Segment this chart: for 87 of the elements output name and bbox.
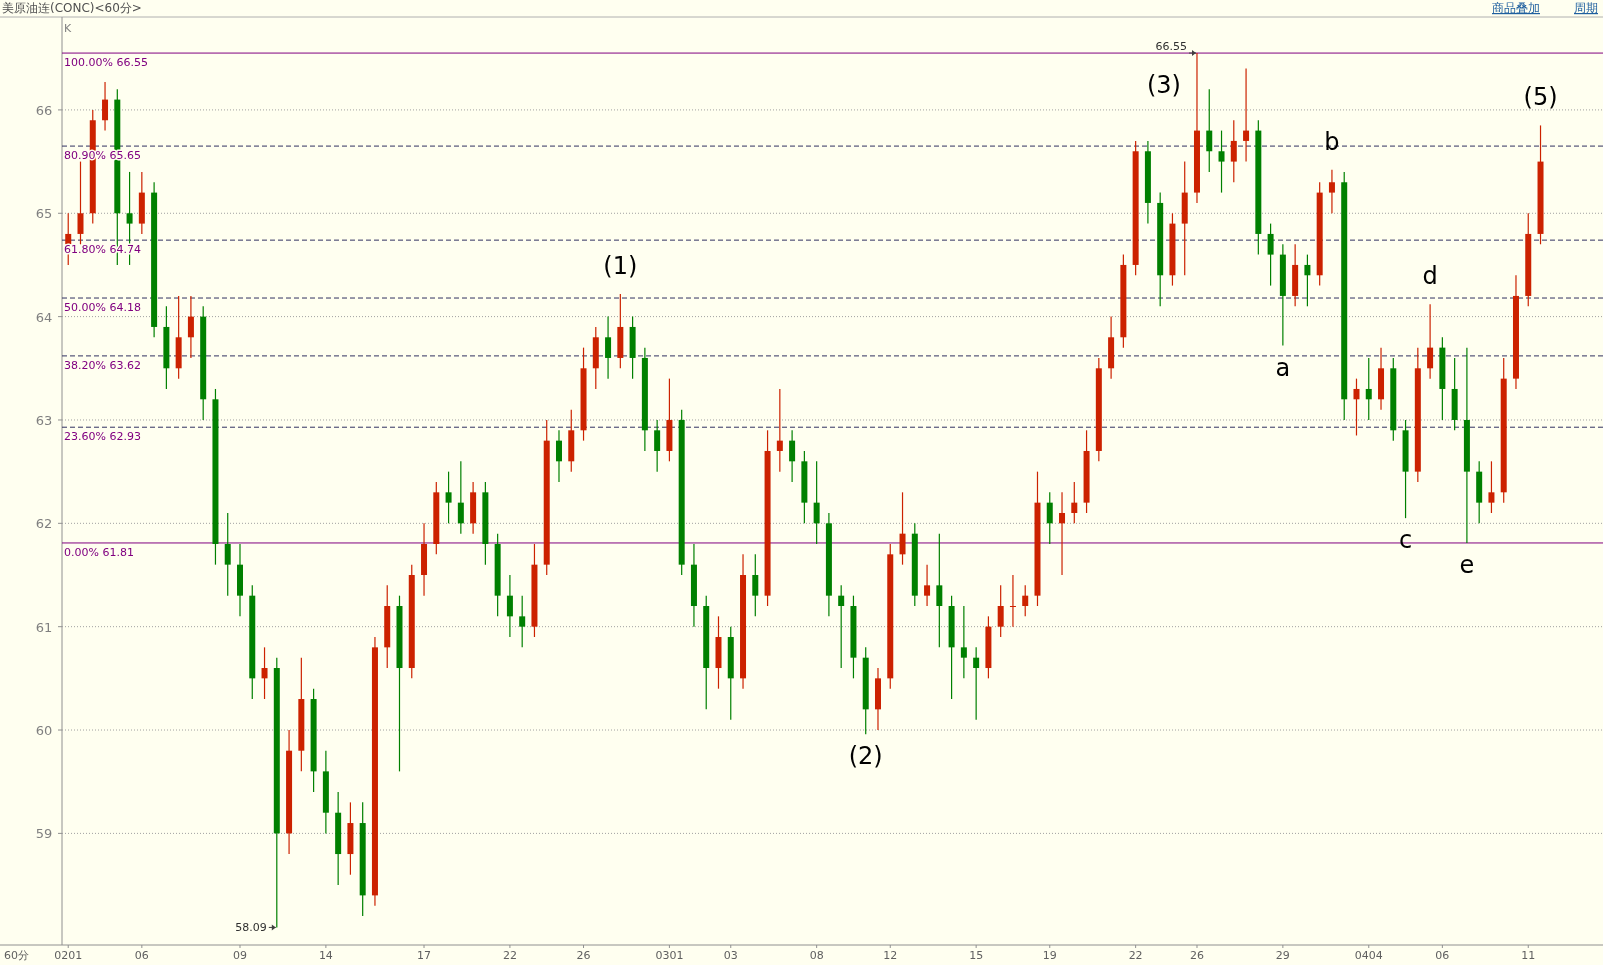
ref-line-label: 50.00% 64.18 <box>64 301 141 315</box>
candlestick <box>457 460 464 535</box>
text: 周期 <box>1574 1 1598 15</box>
y-tick-label: 63 <box>35 412 53 428</box>
x-tick-label: 26 <box>576 949 591 962</box>
y-tick-label: 60 <box>35 723 53 739</box>
candlestick <box>776 388 783 473</box>
candlestick <box>654 419 661 473</box>
candlestick <box>519 595 526 648</box>
candlestick <box>1267 223 1274 287</box>
x-tick-label: 19 <box>1042 949 1057 962</box>
ref-line-label: 23.60% 62.93 <box>64 430 141 444</box>
candlestick <box>997 584 1004 638</box>
candlestick <box>506 574 513 638</box>
ref-line-label: 38.20% 63.62 <box>64 358 141 372</box>
chart-title: 美原油连(CONC)<60分> <box>2 1 142 15</box>
x-tick-label: 09 <box>232 949 247 962</box>
candlestick <box>187 295 194 359</box>
x-tick-label: 22 <box>502 949 517 962</box>
x-tick-label: 26 <box>1189 949 1204 962</box>
candlestick <box>838 584 845 669</box>
x-tick-label: 0404 <box>1354 949 1383 962</box>
x-tick-label: 0201 <box>54 949 83 962</box>
x-tick-label: 06 <box>134 949 149 962</box>
x-tick-label: 14 <box>318 949 333 962</box>
candlestick <box>1046 491 1053 545</box>
candlestick <box>77 160 84 245</box>
candlestick <box>1022 584 1029 617</box>
x-tick-label: 11 <box>1521 949 1536 962</box>
candlestick <box>1488 460 1495 514</box>
candlestick <box>924 564 931 607</box>
candlestick <box>1218 129 1225 194</box>
x-tick-label: 22 <box>1128 949 1143 962</box>
x-tick-label: 03 <box>723 949 738 962</box>
x-tick-label: 0301 <box>655 949 684 962</box>
annotation: b <box>1324 127 1340 156</box>
candlestick <box>605 316 612 380</box>
x-tick-label: 12 <box>883 949 898 962</box>
annotation: e <box>1459 550 1475 579</box>
candlestick <box>1243 67 1250 163</box>
y-tick-label: 65 <box>35 206 53 222</box>
candlestick <box>973 646 980 721</box>
annotation: a <box>1275 353 1291 382</box>
candlestick <box>261 646 268 700</box>
candlestick <box>1009 574 1016 628</box>
annotation: (5) <box>1523 83 1558 112</box>
annotation: (2) <box>848 742 883 771</box>
x-tick-label: 17 <box>417 949 432 962</box>
x-tick-label: 29 <box>1275 949 1290 962</box>
candlestick <box>1427 303 1434 380</box>
candlestick <box>445 471 452 524</box>
candlestick <box>1304 254 1311 307</box>
annotation: c <box>1398 526 1413 555</box>
candlestick <box>555 429 562 483</box>
candlestick <box>1365 357 1372 421</box>
annotation: 66.55 <box>1155 40 1187 54</box>
ref-line-label: 0.00% 61.81 <box>64 545 134 559</box>
annotation: d <box>1422 262 1438 291</box>
y-tick-label: 66 <box>35 102 53 118</box>
y-tick-label: 61 <box>35 619 53 635</box>
candlestick <box>960 605 967 679</box>
x-tick-label: 15 <box>969 949 984 962</box>
candlestick <box>813 460 820 545</box>
candlestick <box>102 81 109 132</box>
annotation: (3) <box>1146 71 1181 100</box>
y-tick-label: 62 <box>35 516 53 532</box>
candlestick <box>1206 88 1213 173</box>
ref-line-label: 100.00% 66.55 <box>64 56 148 70</box>
candlestick <box>789 429 796 483</box>
candlestick <box>752 553 759 617</box>
candlestick <box>1071 481 1078 524</box>
candlestick <box>1328 169 1335 214</box>
text: 60分 <box>4 949 29 962</box>
annotation: K <box>64 22 72 35</box>
annotation: (1) <box>603 251 638 280</box>
candlestick <box>224 512 231 597</box>
candlestick <box>899 491 906 566</box>
annotation: 58.09 <box>235 921 267 935</box>
candlestick <box>936 533 943 648</box>
x-tick-label: 08 <box>809 949 824 962</box>
candlestick <box>1353 378 1360 437</box>
candlestick <box>1230 119 1237 183</box>
candlestick <box>1059 491 1066 576</box>
y-tick-label: 59 <box>35 826 53 842</box>
text: 商品叠加 <box>1492 1 1540 15</box>
x-tick-label: 06 <box>1435 949 1450 962</box>
y-tick-label: 64 <box>35 309 53 325</box>
